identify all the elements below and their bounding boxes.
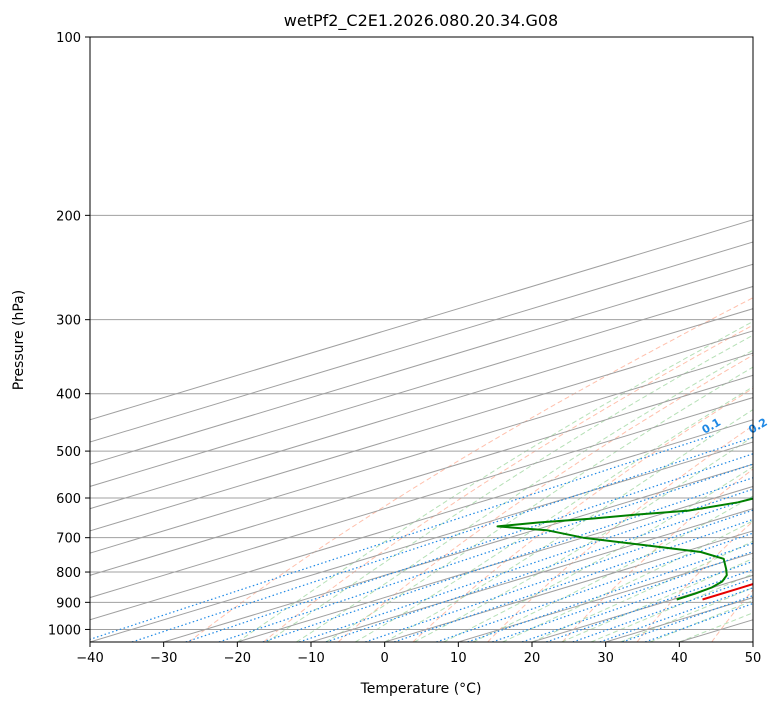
- dewpoint-profile-line: [496, 497, 753, 601]
- y-tick-label: 600: [56, 492, 81, 507]
- isotherm-line: [90, 263, 753, 465]
- y-tick-label: 900: [56, 596, 81, 611]
- isotherm-line: [90, 219, 753, 421]
- moist-adiabat: [237, 320, 753, 642]
- dry-adiabat: [636, 520, 753, 642]
- y-axis: 100 200 300 400 500 600 700 800 900 1000: [48, 31, 90, 638]
- mixing-ratio-line: [394, 518, 753, 642]
- x-axis: −40 −30 −20 −10 0 10 20 30 40 50: [76, 642, 761, 666]
- dry-adiabat: [188, 297, 753, 642]
- y-tick-label: 300: [56, 314, 81, 329]
- x-tick-label: −30: [150, 651, 177, 666]
- moist-adiabat: [296, 349, 753, 642]
- dry-adiabat: [263, 324, 753, 642]
- mixing-ratio-line: [599, 587, 753, 642]
- x-tick-label: −40: [76, 651, 103, 666]
- x-tick-label: 40: [671, 651, 688, 666]
- moist-adiabat: [325, 366, 753, 642]
- y-tick-label: 700: [56, 532, 81, 547]
- isotherm-line: [90, 397, 753, 599]
- isotherm-line: [237, 485, 753, 642]
- moist-adiabat: [561, 557, 753, 642]
- x-tick-label: 20: [524, 651, 541, 666]
- x-tick-label: −10: [297, 651, 324, 666]
- mixing-ratio-line: [131, 436, 753, 642]
- x-tick-label: 0: [381, 651, 389, 666]
- isotherm-line: [90, 441, 753, 642]
- moist-adiabat: [649, 600, 753, 642]
- y-axis-label: Pressure (hPa): [11, 290, 27, 390]
- y-tick-label: 100: [56, 31, 81, 46]
- isotherm-line: [90, 285, 753, 487]
- y-tick-label: 1000: [48, 623, 81, 638]
- isotherm-line: [163, 463, 753, 642]
- isotherm-line: [90, 241, 753, 443]
- chart-title: wetPf2_C2E1.2026.080.20.34.G08: [284, 11, 558, 31]
- series-lines: [496, 497, 753, 601]
- mixing-ratio-line: [299, 488, 753, 642]
- isotherm-line: [90, 352, 753, 554]
- isotherm-line: [90, 374, 753, 576]
- moist-adiabat: [354, 386, 753, 642]
- plot-frame: [89, 36, 754, 643]
- y-tick-label: 400: [56, 388, 81, 403]
- mixing-ratio-line: [90, 434, 714, 640]
- x-tick-label: −20: [224, 651, 251, 666]
- y-tick-label: 200: [56, 209, 81, 224]
- moist-adiabat: [266, 334, 753, 642]
- isotherm-line: [90, 308, 753, 510]
- isotherm-line: [90, 330, 753, 532]
- mixing-ratio-line: [365, 509, 753, 642]
- isotherm-line: [384, 530, 753, 642]
- isotherm-line: [90, 419, 753, 621]
- mixing-ratio-label: 0.1: [700, 416, 723, 437]
- x-tick-label: 50: [745, 651, 762, 666]
- y-tick-label: 500: [56, 445, 81, 460]
- dry-adiabat: [337, 354, 753, 642]
- mixing-ratio-line: [262, 477, 753, 642]
- y-tick-label: 800: [56, 566, 81, 581]
- moist-adiabat: [590, 573, 753, 642]
- mixing-ratio-line: [436, 532, 753, 642]
- isotherm-line: [752, 641, 753, 642]
- grid-lines: [90, 37, 753, 630]
- mixing-ratio-lines: [90, 434, 753, 642]
- mixing-ratio-line: [622, 594, 753, 642]
- x-tick-label: 30: [597, 651, 614, 666]
- moist-adiabat: [384, 409, 753, 642]
- isotherm-lines: [90, 219, 753, 642]
- line-labels: 0.10.20.40.611.52346810131620253036-100-…: [700, 416, 770, 437]
- mixing-ratio-label: 0.2: [746, 416, 769, 437]
- x-tick-label: 10: [450, 651, 467, 666]
- dry-adiabat: [561, 468, 753, 642]
- isotherm-line: [310, 508, 753, 642]
- x-axis-label: Temperature (°C): [360, 681, 482, 697]
- moist-adiabat: [502, 520, 753, 642]
- mixing-ratio-line: [325, 496, 753, 642]
- dry-adiabat: [487, 425, 753, 642]
